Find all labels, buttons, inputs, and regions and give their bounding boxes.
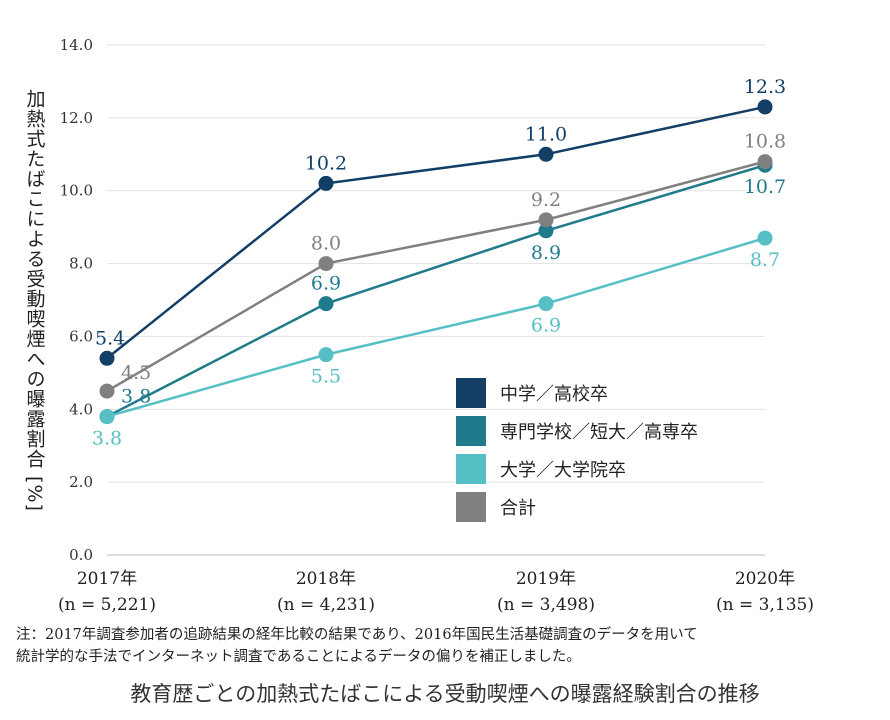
x-tick-label: 2020年 [735,569,795,589]
data-label: 12.3 [744,76,786,98]
data-point [757,99,773,115]
data-point [538,146,554,162]
y-tick-label: 2.0 [69,473,93,491]
data-label: 8.9 [531,242,561,264]
legend-label: 専門学校／短大／高専卒 [500,422,698,443]
data-point [757,154,773,170]
data-point [99,383,115,399]
line-chart: 0.0 2.0 4.0 6.0 8.0 10.0 12.0 14.0 2017年 (n = 5,2… [58,36,814,615]
series-line [106,164,766,418]
data-label: 8.0 [311,233,341,255]
data-label: 10.2 [305,152,347,174]
y-tick-label: 8.0 [69,255,93,273]
data-point [99,350,115,366]
data-label: 9.2 [531,189,561,211]
legend-item-university: 大学／大学院卒 [456,450,698,488]
data-point [538,296,554,312]
legend-swatch [456,492,486,522]
x-tick-label: 2019年 [516,569,576,589]
x-tick-label: 2018年 [296,569,356,589]
x-tick-sample-size: (n = 3,498) [497,595,595,615]
series-line [106,160,766,393]
chart-caption: 教育歴ごとの加熱式たばこによる受動喫煙への曝露経験割合の推移 [130,682,760,706]
data-point [318,175,334,191]
footnote: 注：2017年調査参加者の追跡結果の経年比較の結果であり、2016年国民生活基礎… [16,624,876,668]
legend-swatch [456,378,486,408]
data-label: 8.7 [750,249,780,271]
series-line [106,236,766,418]
data-label: 5.4 [95,327,125,349]
data-point [757,230,773,246]
data-point [99,409,115,425]
data-label: 3.8 [92,428,122,450]
data-label: 10.7 [744,176,786,198]
legend-swatch [456,454,486,484]
legend-label: 中学／高校卒 [500,384,608,405]
footnote-line-2: 統計学的な手法でインターネット調査であることによるデータの偏りを補正しました。 [16,649,581,665]
y-tick-label: 14.0 [60,36,93,54]
y-tick-label: 6.0 [69,327,93,345]
data-point [318,256,334,272]
data-point [538,212,554,228]
legend-swatch [456,416,486,446]
footnote-line-1: 注：2017年調査参加者の追跡結果の経年比較の結果であり、2016年国民生活基礎… [16,627,698,643]
data-label: 5.5 [311,366,341,388]
data-label: 6.9 [311,273,341,295]
x-tick-sample-size: (n = 3,135) [716,595,814,615]
data-point [318,347,334,363]
legend-label: 合計 [500,498,536,519]
legend-label: 大学／大学院卒 [500,460,626,481]
data-label: 6.9 [531,315,561,337]
legend-item-middle-high-school: 中学／高校卒 [456,374,698,412]
legend-item-total: 合計 [456,488,698,526]
legend: 中学／高校卒 専門学校／短大／高専卒 大学／大学院卒 合計 [456,374,698,526]
data-label: 10.8 [744,131,786,153]
y-tick-label: 12.0 [60,109,93,127]
y-tick-label: 10.0 [60,182,93,200]
data-point [318,296,334,312]
legend-item-vocational-college: 専門学校／短大／高専卒 [456,412,698,450]
y-tick-label: 4.0 [69,400,93,418]
data-label: 4.5 [121,362,151,384]
y-tick-label: 0.0 [69,546,93,564]
x-tick-sample-size: (n = 4,231) [277,595,375,615]
data-label: 11.0 [525,123,567,145]
x-tick-sample-size: (n = 5,221) [58,595,156,615]
series-line [106,105,766,360]
y-axis-title: 加熱式たばこによる受動喫煙への曝露割合 [%] [23,88,46,512]
data-label: 3.8 [121,386,151,408]
x-tick-label: 2017年 [77,569,137,589]
y-axis-label: 加熱式たばこによる受動喫煙への曝露割合 [%] [20,40,50,560]
data-point [538,223,554,239]
